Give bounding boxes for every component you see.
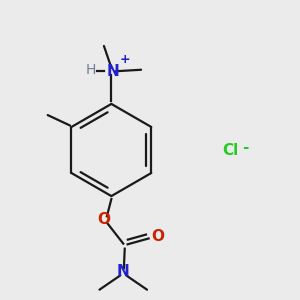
- Text: -: -: [242, 140, 248, 154]
- Text: N: N: [117, 264, 130, 279]
- Text: +: +: [119, 53, 130, 66]
- Text: H: H: [86, 63, 96, 77]
- Text: N: N: [106, 64, 119, 79]
- Text: Cl: Cl: [222, 142, 238, 158]
- Text: O: O: [98, 212, 110, 227]
- Text: O: O: [151, 229, 164, 244]
